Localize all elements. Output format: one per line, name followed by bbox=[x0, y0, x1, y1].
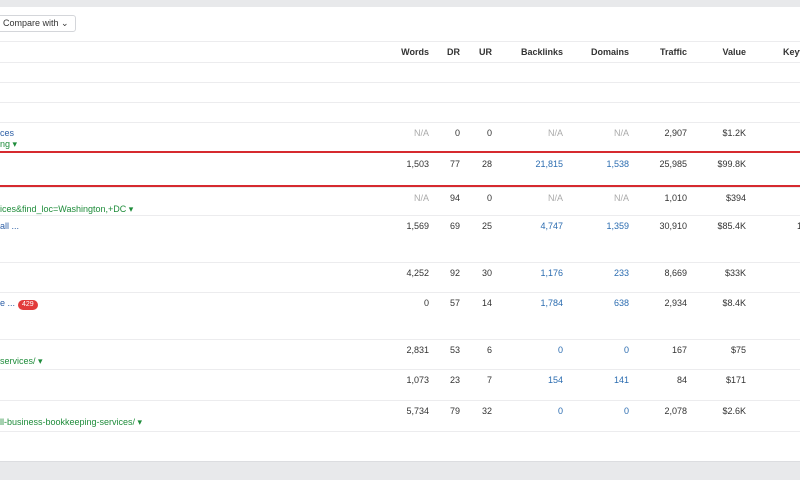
cell-traffic: 2,078 bbox=[664, 406, 687, 416]
page-title-link[interactable]: all ... bbox=[0, 221, 20, 231]
cell-words: 5,734 bbox=[406, 406, 429, 416]
cell-traffic: 25,985 bbox=[659, 159, 687, 169]
cell-domains: N/A bbox=[613, 193, 629, 203]
cell-ur: 14 bbox=[481, 298, 492, 308]
cell-backlinks: N/A bbox=[547, 193, 563, 203]
row-divider bbox=[0, 122, 800, 123]
page-title-link[interactable]: ces bbox=[0, 128, 15, 138]
url-link[interactable]: ll-business-bookkeeping-services/ ▾ bbox=[0, 417, 143, 427]
count-badge: 429 bbox=[18, 300, 38, 310]
cell-words: 0 bbox=[423, 298, 429, 308]
highlight-border-bottom bbox=[0, 185, 800, 187]
column-header-backlinks[interactable]: Backlinks bbox=[520, 47, 563, 57]
cell-words: 4,252 bbox=[406, 268, 429, 278]
cell-traffic: 2,934 bbox=[664, 298, 687, 308]
cell-backlinks[interactable]: 4,747 bbox=[540, 221, 563, 231]
row-divider bbox=[0, 215, 800, 216]
cell-backlinks: N/A bbox=[547, 128, 563, 138]
cell-backlinks[interactable]: 1,176 bbox=[540, 268, 563, 278]
cell-domains: N/A bbox=[613, 128, 629, 138]
row-divider bbox=[0, 62, 800, 63]
cell-value: $394 bbox=[725, 193, 746, 203]
cell-backlinks[interactable]: 21,815 bbox=[535, 159, 563, 169]
cell-domains[interactable]: 1,538 bbox=[606, 159, 629, 169]
cell-traffic: 30,910 bbox=[659, 221, 687, 231]
cell-dr: 23 bbox=[449, 375, 460, 385]
compare-with-dropdown[interactable]: Compare with ⌄ bbox=[0, 15, 76, 32]
cell-words: N/A bbox=[413, 128, 429, 138]
row-divider bbox=[0, 187, 800, 188]
column-header-ur[interactable]: UR bbox=[479, 47, 492, 57]
row-divider bbox=[0, 339, 800, 340]
cell-keyw: 1 bbox=[797, 221, 800, 231]
cell-domains[interactable]: 0 bbox=[623, 406, 629, 416]
url-link[interactable]: services/ ▾ bbox=[0, 356, 43, 366]
cell-value: $85.4K bbox=[717, 221, 746, 231]
row-divider bbox=[0, 292, 800, 293]
cell-dr: 92 bbox=[449, 268, 460, 278]
cell-ur: 0 bbox=[486, 128, 492, 138]
cell-dr: 69 bbox=[449, 221, 460, 231]
cell-dr: 94 bbox=[449, 193, 460, 203]
cell-dr: 57 bbox=[449, 298, 460, 308]
cell-traffic: 84 bbox=[676, 375, 687, 385]
cell-dr: 77 bbox=[449, 159, 460, 169]
column-header-value[interactable]: Value bbox=[722, 47, 746, 57]
column-header-words[interactable]: Words bbox=[401, 47, 429, 57]
column-header-keyw[interactable]: Keyw bbox=[783, 47, 800, 57]
row-divider bbox=[0, 82, 800, 83]
column-header-dr[interactable]: DR bbox=[447, 47, 460, 57]
row-divider bbox=[0, 41, 800, 42]
top-bar bbox=[0, 0, 800, 7]
bottom-bar bbox=[0, 461, 800, 480]
cell-ur: 25 bbox=[481, 221, 492, 231]
cell-backlinks[interactable]: 154 bbox=[547, 375, 563, 385]
cell-traffic: 1,010 bbox=[664, 193, 687, 203]
cell-ur: 6 bbox=[486, 345, 492, 355]
cell-dr: 79 bbox=[449, 406, 460, 416]
cell-domains[interactable]: 141 bbox=[613, 375, 629, 385]
cell-words: 1,073 bbox=[406, 375, 429, 385]
cell-value: $75 bbox=[730, 345, 746, 355]
cell-value: $99.8K bbox=[717, 159, 746, 169]
cell-dr: 53 bbox=[449, 345, 460, 355]
cell-ur: 7 bbox=[486, 375, 492, 385]
row-divider bbox=[0, 369, 800, 370]
column-header-domains[interactable]: Domains bbox=[590, 47, 629, 57]
cell-words: 2,831 bbox=[406, 345, 429, 355]
cell-backlinks[interactable]: 0 bbox=[557, 345, 563, 355]
cell-traffic: 2,907 bbox=[664, 128, 687, 138]
cell-domains[interactable]: 0 bbox=[623, 345, 629, 355]
cell-domains[interactable]: 638 bbox=[613, 298, 629, 308]
page-title-link[interactable]: e ... 429 bbox=[0, 298, 38, 310]
cell-value: $1.2K bbox=[722, 128, 746, 138]
row-divider bbox=[0, 262, 800, 263]
cell-value: $2.6K bbox=[722, 406, 746, 416]
cell-ur: 30 bbox=[481, 268, 492, 278]
cell-dr: 0 bbox=[454, 128, 460, 138]
cell-value: $171 bbox=[725, 375, 746, 385]
column-header-traffic[interactable]: Traffic bbox=[659, 47, 687, 57]
cell-value: $33K bbox=[724, 268, 746, 278]
cell-backlinks[interactable]: 0 bbox=[557, 406, 563, 416]
cell-words: N/A bbox=[413, 193, 429, 203]
row-divider bbox=[0, 431, 800, 432]
url-link[interactable]: ng ▾ bbox=[0, 139, 18, 149]
cell-ur: 0 bbox=[486, 193, 492, 203]
cell-domains[interactable]: 1,359 bbox=[606, 221, 629, 231]
row-divider bbox=[0, 102, 800, 103]
cell-backlinks[interactable]: 1,784 bbox=[540, 298, 563, 308]
row-divider bbox=[0, 400, 800, 401]
cell-domains[interactable]: 233 bbox=[613, 268, 629, 278]
cell-traffic: 8,669 bbox=[664, 268, 687, 278]
url-link[interactable]: ices&find_loc=Washington,+DC ▾ bbox=[0, 204, 134, 214]
cell-ur: 32 bbox=[481, 406, 492, 416]
cell-value: $8.4K bbox=[722, 298, 746, 308]
cell-ur: 28 bbox=[481, 159, 492, 169]
highlight-border-top bbox=[0, 151, 800, 153]
cell-words: 1,569 bbox=[406, 221, 429, 231]
cell-words: 1,503 bbox=[406, 159, 429, 169]
cell-traffic: 167 bbox=[671, 345, 687, 355]
